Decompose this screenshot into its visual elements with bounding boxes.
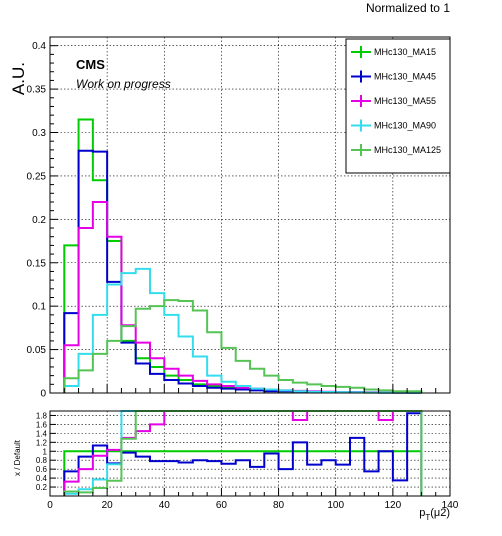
top-y-tick-label: 0.3 xyxy=(32,128,46,139)
ratio-x-tick-label: 20 xyxy=(102,500,114,511)
top-y-tick-label: 0.4 xyxy=(32,41,46,52)
top-y-axis-title: A.U. xyxy=(9,62,28,95)
legend-label: MHc130_MA55 xyxy=(374,96,436,106)
ratio-x-tick-label: 100 xyxy=(327,500,344,511)
top-x-axis xyxy=(49,384,451,393)
ratio-x-tick-label: 60 xyxy=(216,500,228,511)
x-axis-title: pT(μ2) xyxy=(419,507,450,522)
ratio-x-tick-label: 0 xyxy=(47,500,53,511)
top-y-tick-label: 0.1 xyxy=(32,302,46,313)
ratio-y-tick-label: 0.6 xyxy=(36,465,48,474)
legend-label: MHc130_MA45 xyxy=(374,72,436,82)
ratio-x-tick-label: 40 xyxy=(159,500,171,511)
ratio-mhc130-ma15 xyxy=(63,450,423,496)
ratio-y-axis: 0.20.40.60.811.21.41.61.8 xyxy=(36,411,56,492)
ratio-x-axis: 0 20 40 60 80 100 120 140 xyxy=(47,488,459,511)
legend: MHc130_MA15 MHc130_MA45 MHc130_MA55 MHc130_… xyxy=(345,38,451,174)
ratio-y-tick-label: 1.4 xyxy=(36,429,48,438)
legend-label: MHc130_MA90 xyxy=(374,121,436,131)
ratio-y-axis-title: x / Default xyxy=(13,439,22,476)
top-y-tick-label: 0.25 xyxy=(27,171,47,182)
ratio-x-tick-label: 120 xyxy=(385,500,402,511)
page-title: Normalized to 1 xyxy=(366,1,450,15)
top-y-axis: 0 0.05 0.1 0.15 0.2 0.25 0.3 0.35 0.4 xyxy=(27,41,58,400)
ratio-y-tick-label: 1.2 xyxy=(36,438,48,447)
top-y-tick-label: 0.2 xyxy=(32,215,46,226)
ratio-y-tick-label: 0.4 xyxy=(36,474,48,483)
ratio-y-tick-label: 1 xyxy=(43,447,48,456)
top-y-tick-label: 0.05 xyxy=(27,345,47,356)
status-label: Work on progress xyxy=(76,77,171,91)
top-y-tick-label: 0 xyxy=(40,389,46,400)
ratio-x-tick-label: 80 xyxy=(273,500,285,511)
ratio-y-tick-label: 1.6 xyxy=(36,420,48,429)
histogram-mhc130-ma125 xyxy=(63,299,423,393)
legend-label: MHc130_MA125 xyxy=(374,145,441,155)
ratio-x-tick-label: 140 xyxy=(442,500,459,511)
ratio-y-tick-label: 0.8 xyxy=(36,456,48,465)
legend-label: MHc130_MA15 xyxy=(374,47,436,57)
experiment-label: CMS xyxy=(76,57,105,72)
ratio-y-tick-label: 0.2 xyxy=(36,483,48,492)
ratio-y-tick-label: 1.8 xyxy=(36,411,48,420)
top-y-tick-label: 0.15 xyxy=(27,258,47,269)
top-y-tick-label: 0.35 xyxy=(27,85,47,96)
